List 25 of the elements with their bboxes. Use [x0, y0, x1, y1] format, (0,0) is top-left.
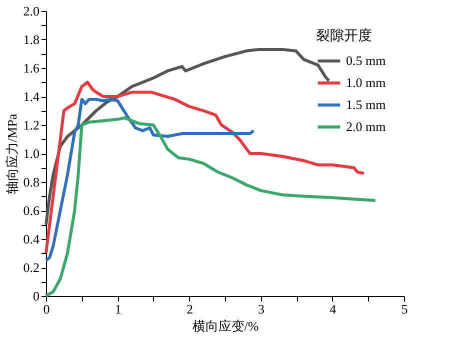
y-tick-label: 1.8 [23, 32, 40, 47]
legend-title: 裂隙开度 [316, 28, 372, 44]
y-tick-label: 0.4 [23, 232, 40, 246]
legend-label: 1.0 mm [346, 75, 386, 90]
y-tick-label: 1.2 [23, 118, 40, 132]
y-tick-label: 0.8 [23, 174, 40, 190]
legend-label: 2.0 mm [346, 119, 386, 134]
x-tick-label: 2 [186, 302, 193, 316]
x-axis-title: 横向应变/% [192, 318, 259, 334]
x-tick-label: 5 [401, 302, 408, 316]
y-axis-title: 轴向应力/MPa [4, 114, 20, 194]
legend-label: 1.5 mm [346, 97, 386, 112]
x-tick-label: 1 [114, 302, 122, 316]
y-tick-label: 0.2 [23, 260, 40, 275]
line-series [44, 98, 256, 262]
y-tick-label: 1.4 [23, 89, 40, 104]
y-tick-label: 1.0 [23, 146, 40, 161]
y-tick-label: 0.6 [23, 203, 40, 218]
y-tick-label: 1.6 [23, 60, 40, 76]
x-tick-label: 4 [330, 302, 337, 316]
x-tick-label: 0 [43, 302, 50, 316]
y-tick-label: 0 [33, 288, 40, 304]
x-tick-label: 3 [258, 302, 265, 316]
y-tick-label: 2.0 [23, 4, 40, 18]
legend-label: 0.5 mm [346, 53, 386, 68]
